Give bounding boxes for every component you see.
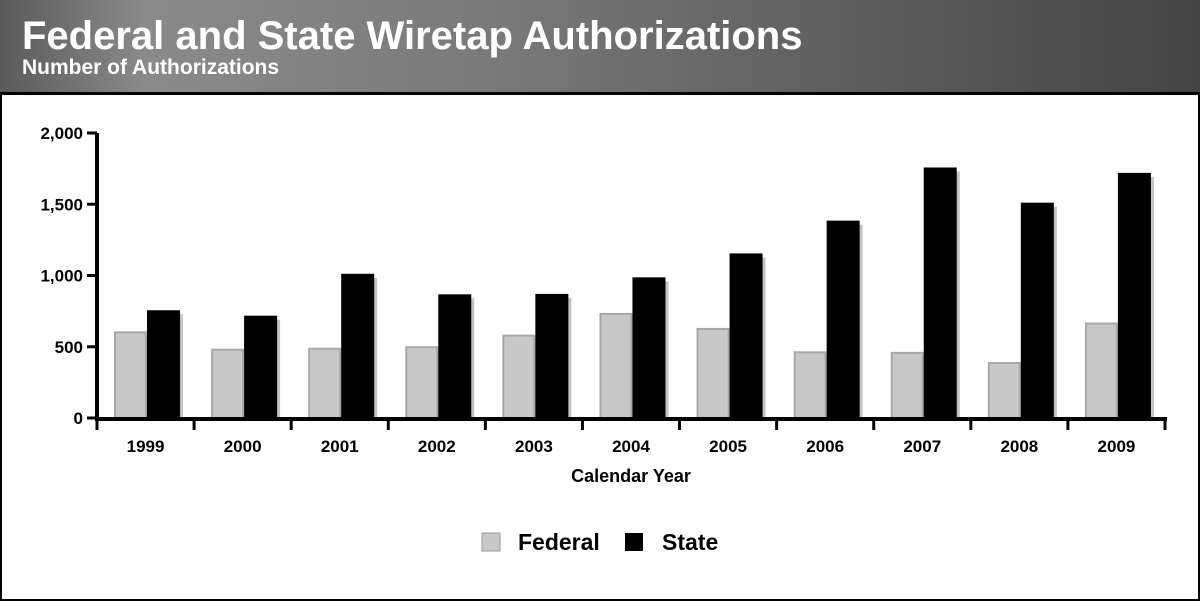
bar-state-2009 <box>1117 172 1151 419</box>
bar-federal-2006 <box>793 351 827 419</box>
bar-state-2003 <box>535 293 569 420</box>
bar-federal-1999 <box>114 331 147 420</box>
bar-state-2005 <box>729 253 763 419</box>
chart-title: Federal and State Wiretap Authorizations <box>22 14 803 58</box>
bar-state-2008 <box>1020 202 1054 419</box>
bar-state-2006 <box>826 220 860 419</box>
bar-federal-2001 <box>308 347 342 419</box>
y-tick-label: 500 <box>55 338 83 357</box>
x-tick-label: 2001 <box>321 437 359 456</box>
bar-state-2007 <box>923 167 957 419</box>
x-tick-label: 2008 <box>1000 437 1038 456</box>
x-tick-label: 2000 <box>224 437 262 456</box>
x-tick-label: 2007 <box>903 437 941 456</box>
chart-header: Federal and State Wiretap Authorizations… <box>0 0 1200 92</box>
bar-federal-2004 <box>599 312 633 420</box>
y-tick-label: 0 <box>74 409 83 428</box>
y-tick-label: 1,500 <box>40 195 83 214</box>
x-tick-label: 2003 <box>515 437 553 456</box>
x-tick-label: 2004 <box>612 437 650 456</box>
x-tick-label: 2002 <box>418 437 456 456</box>
x-tick-label: 2009 <box>1098 437 1136 456</box>
legend-swatch-state <box>625 533 643 551</box>
legend: Federal State <box>481 529 718 555</box>
bar-state-2004 <box>632 277 666 419</box>
bar-federal-2008 <box>987 361 1021 419</box>
x-tick-label: 1999 <box>127 437 165 456</box>
bar-federal-2002 <box>405 346 439 419</box>
legend-label-state: State <box>662 529 718 555</box>
bar-federal-2003 <box>502 334 536 420</box>
y-tick-label: 1,000 <box>40 267 83 286</box>
bar-state-2002 <box>438 294 472 419</box>
bar-federal-2005 <box>696 327 730 419</box>
y-tick-label: 2,000 <box>40 124 83 143</box>
legend-label-federal: Federal <box>518 529 600 555</box>
bar-federal-2000 <box>211 348 245 419</box>
bar-state-2001 <box>341 273 375 419</box>
bar-federal-2009 <box>1084 322 1118 419</box>
x-tick-label: 2005 <box>709 437 747 456</box>
bar-state-2000 <box>244 315 278 419</box>
bar-federal-2007 <box>890 351 924 419</box>
bar-state-1999 <box>147 310 180 419</box>
legend-swatch-federal <box>481 532 501 552</box>
chart-subtitle: Number of Authorizations <box>22 56 280 79</box>
x-tick-label: 2006 <box>806 437 844 456</box>
x-axis-label: Calendar Year <box>571 466 691 486</box>
